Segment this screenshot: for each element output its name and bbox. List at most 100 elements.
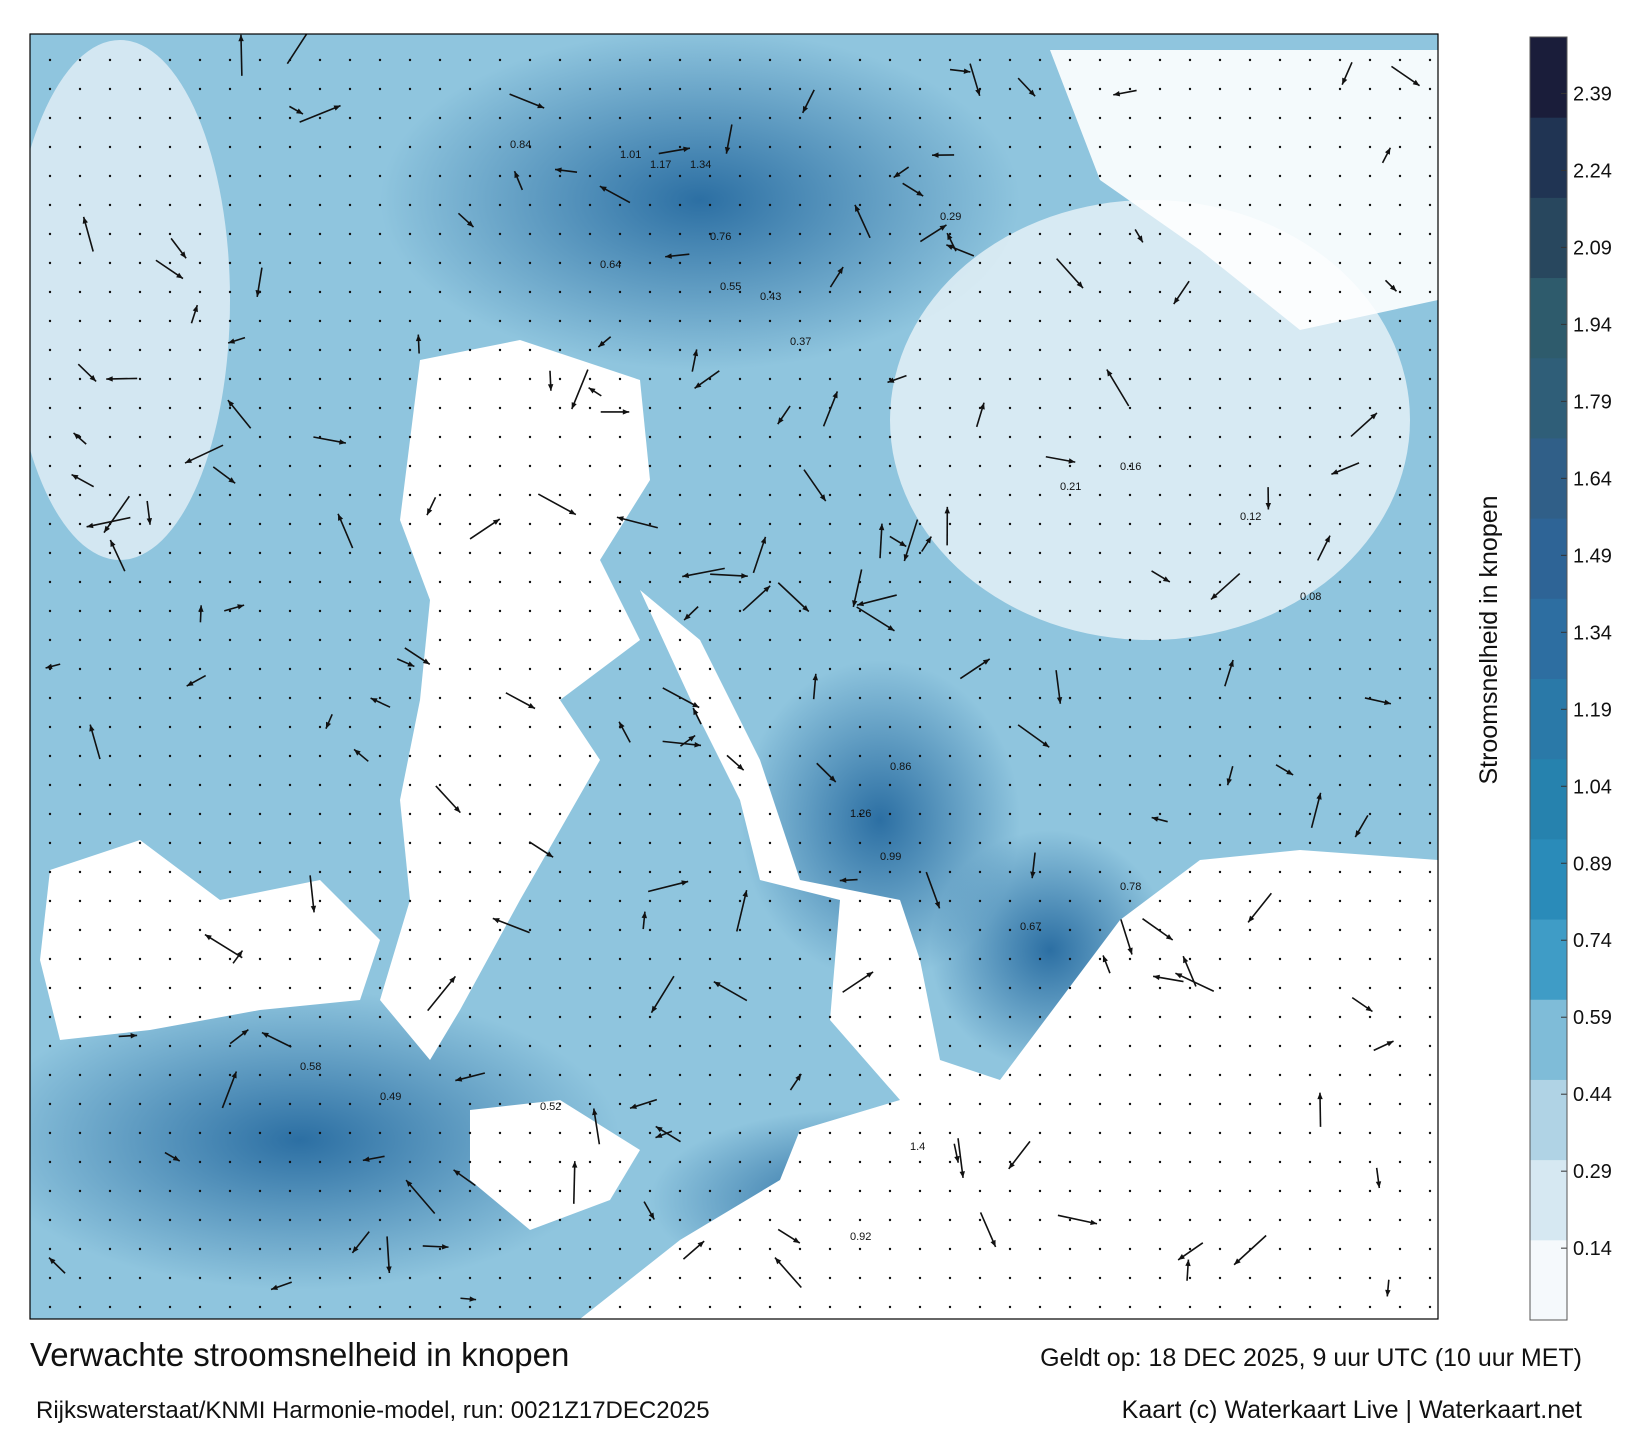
grid-dot xyxy=(769,552,771,554)
grid-dot xyxy=(1009,900,1011,902)
grid-dot xyxy=(949,929,951,931)
grid-dot xyxy=(829,1016,831,1018)
grid-dot xyxy=(1249,88,1251,90)
grid-dot xyxy=(289,639,291,641)
grid-dot xyxy=(619,465,621,467)
grid-dot xyxy=(1339,494,1341,496)
grid-dot xyxy=(469,1132,471,1134)
current-label: 0.29 xyxy=(940,211,961,223)
grid-dot xyxy=(589,291,591,293)
grid-dot xyxy=(1039,320,1041,322)
grid-dot xyxy=(229,59,231,61)
grid-dot xyxy=(499,88,501,90)
grid-dot xyxy=(829,1132,831,1134)
grid-dot xyxy=(1219,639,1221,641)
grid-dot xyxy=(619,494,621,496)
grid-dot xyxy=(289,233,291,235)
grid-dot xyxy=(229,1132,231,1134)
grid-dot xyxy=(1249,610,1251,612)
grid-dot xyxy=(319,59,321,61)
current-label: 0.52 xyxy=(540,1101,561,1113)
grid-dot xyxy=(1009,349,1011,351)
grid-dot xyxy=(829,726,831,728)
grid-dot xyxy=(709,436,711,438)
grid-dot xyxy=(1219,175,1221,177)
grid-dot xyxy=(1309,465,1311,467)
grid-dot xyxy=(169,813,171,815)
grid-dot xyxy=(739,262,741,264)
grid-dot xyxy=(1369,204,1371,206)
grid-dot xyxy=(559,1190,561,1192)
grid-dot xyxy=(49,1306,51,1308)
grid-dot xyxy=(1039,59,1041,61)
grid-dot xyxy=(1309,407,1311,409)
grid-dot xyxy=(1249,1016,1251,1018)
grid-dot xyxy=(319,378,321,380)
grid-dot xyxy=(1369,233,1371,235)
grid-dot xyxy=(769,1132,771,1134)
grid-dot xyxy=(619,1016,621,1018)
grid-dot xyxy=(1099,407,1101,409)
grid-dot xyxy=(469,349,471,351)
grid-dot xyxy=(619,1277,621,1279)
grid-dot xyxy=(1069,1074,1071,1076)
grid-dot xyxy=(1429,668,1431,670)
grid-dot xyxy=(109,929,111,931)
grid-dot xyxy=(169,1074,171,1076)
grid-dot xyxy=(1099,697,1101,699)
grid-dot xyxy=(1189,407,1191,409)
grid-dot xyxy=(1159,755,1161,757)
grid-dot xyxy=(199,1161,201,1163)
grid-dot xyxy=(919,900,921,902)
grid-dot xyxy=(1069,1132,1071,1134)
grid-dot xyxy=(349,1190,351,1192)
grid-dot xyxy=(79,929,81,931)
grid-dot xyxy=(1279,639,1281,641)
grid-dot xyxy=(409,929,411,931)
grid-dot xyxy=(1369,146,1371,148)
grid-dot xyxy=(589,755,591,757)
grid-dot xyxy=(139,146,141,148)
grid-dot xyxy=(139,407,141,409)
grid-dot xyxy=(709,204,711,206)
colorbar-tick-label: 1.19 xyxy=(1573,699,1612,721)
grid-dot xyxy=(1309,842,1311,844)
grid-dot xyxy=(559,929,561,931)
grid-dot xyxy=(1189,813,1191,815)
grid-dot xyxy=(1219,59,1221,61)
grid-dot xyxy=(409,1103,411,1105)
grid-dot xyxy=(319,1132,321,1134)
grid-dot xyxy=(649,204,651,206)
grid-dot xyxy=(349,1103,351,1105)
grid-dot xyxy=(1069,1277,1071,1279)
grid-dot xyxy=(799,59,801,61)
grid-dot xyxy=(1189,871,1191,873)
grid-dot xyxy=(439,900,441,902)
grid-dot xyxy=(49,1248,51,1250)
grid-dot xyxy=(709,1306,711,1308)
grid-dot xyxy=(289,1306,291,1308)
grid-dot xyxy=(349,59,351,61)
grid-dot xyxy=(949,697,951,699)
grid-dot xyxy=(1219,88,1221,90)
grid-dot xyxy=(979,552,981,554)
grid-dot xyxy=(1069,552,1071,554)
grid-dot xyxy=(379,436,381,438)
grid-dot xyxy=(739,1306,741,1308)
grid-dot xyxy=(1009,1074,1011,1076)
grid-dot xyxy=(1039,523,1041,525)
grid-dot xyxy=(1009,552,1011,554)
grid-dot xyxy=(499,117,501,119)
grid-dot xyxy=(949,610,951,612)
grid-dot xyxy=(1399,1132,1401,1134)
grid-dot xyxy=(859,1132,861,1134)
grid-dot xyxy=(979,1277,981,1279)
grid-dot xyxy=(259,320,261,322)
grid-dot xyxy=(79,349,81,351)
grid-dot xyxy=(169,987,171,989)
grid-dot xyxy=(1099,494,1101,496)
current-label: 0.37 xyxy=(790,336,811,348)
grid-dot xyxy=(829,262,831,264)
grid-dot xyxy=(1009,697,1011,699)
